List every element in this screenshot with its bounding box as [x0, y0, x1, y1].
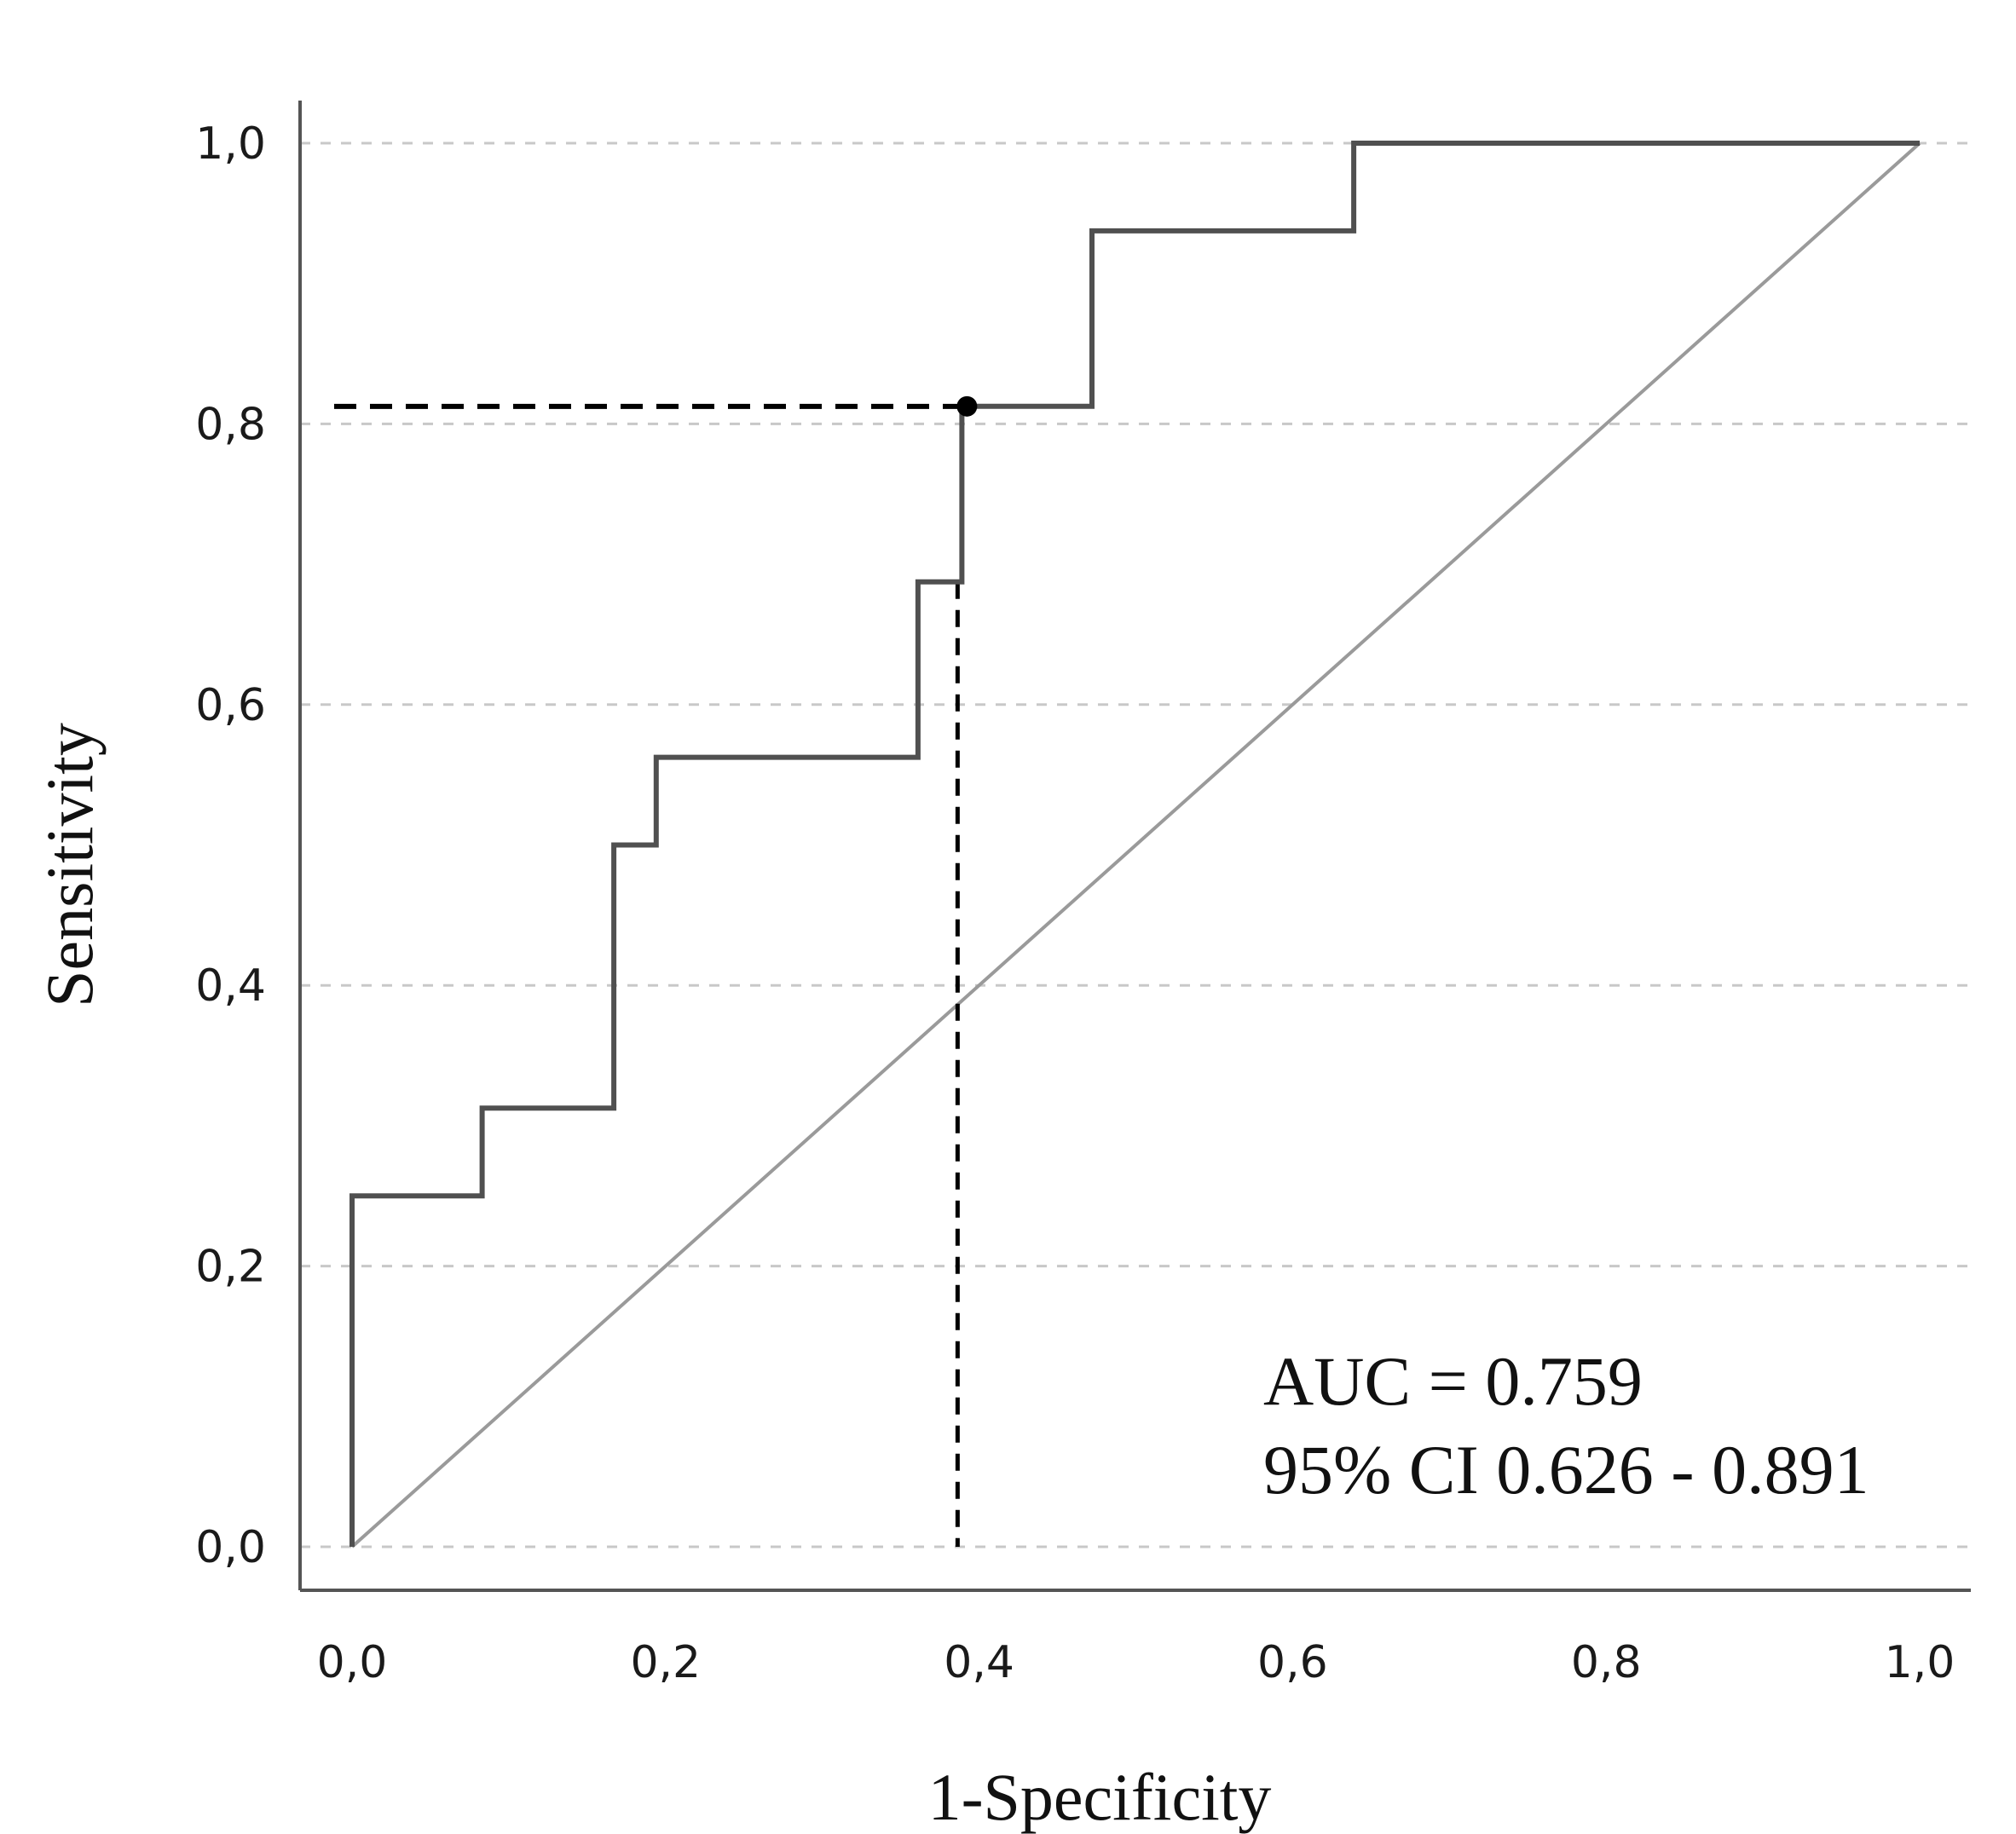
y-tick-label: 0,8: [195, 399, 266, 450]
tick-labels: 0,0 0,2 0,4 0,6 0,8 1,0 0,0 0,2 0,4 0,6 0,8 1,0: [195, 118, 1955, 1688]
roc-curve-line: [349, 141, 1920, 1547]
y-tick-label: 1,0: [195, 118, 266, 170]
cutoff-guide-layer: [334, 403, 962, 1547]
reference-diagonal-line: [350, 141, 1921, 1549]
auc-annotation: AUC = 0.759: [1263, 1342, 1643, 1420]
reference-line-layer: [350, 141, 1921, 1549]
axes: [298, 101, 1971, 1592]
y-tick-label: 0,6: [195, 680, 266, 731]
x-axis-title: 1-Specificity: [928, 1760, 1272, 1834]
x-tick-label: 0,4: [944, 1637, 1014, 1688]
cutoff-point-marker: [956, 395, 978, 417]
y-tick-label: 0,2: [195, 1242, 266, 1293]
roc-curve-layer: [349, 141, 1920, 1547]
x-tick-label: 0,2: [630, 1637, 701, 1688]
y-tick-label: 0,4: [195, 960, 266, 1012]
x-tick-label: 0,6: [1257, 1637, 1328, 1688]
x-tick-label: 0,8: [1571, 1637, 1642, 1688]
y-axis-title: Sensitivity: [32, 723, 107, 1007]
x-tick-label: 1,0: [1885, 1637, 1955, 1688]
ci-annotation: 95% CI 0.626 - 0.891: [1263, 1431, 1869, 1508]
x-tick-label: 0,0: [317, 1637, 388, 1688]
y-tick-label: 0,0: [195, 1522, 266, 1573]
